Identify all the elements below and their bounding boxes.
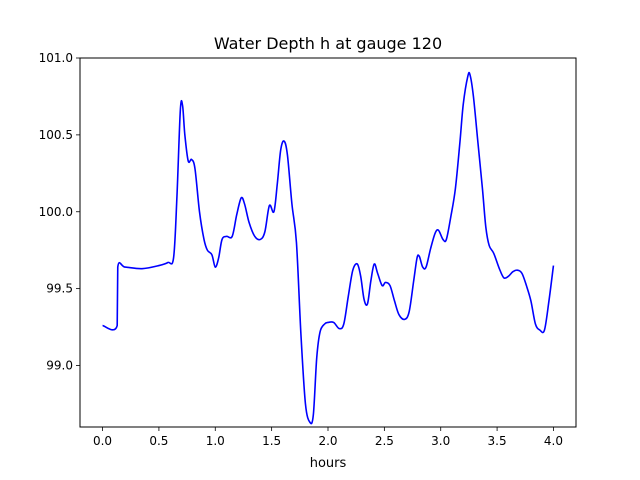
x-tick-label: 1.5: [262, 434, 281, 448]
x-tick-label: 2.5: [375, 434, 394, 448]
axis-ticks: 0.0 0.5 1.0 1.5 2.0 2.5 3.0 3.5 4.0 99.0 99.5 100.0…: [39, 51, 563, 448]
x-tick-label: 2.0: [318, 434, 337, 448]
x-tick-label: 3.0: [431, 434, 450, 448]
x-tick-label: 1.0: [206, 434, 225, 448]
series-line: [102, 71, 555, 425]
x-tick-label: 0.0: [93, 434, 112, 448]
x-axis-label: hours: [310, 456, 347, 471]
x-tick-label: 3.5: [488, 434, 507, 448]
y-tick-label: 100.5: [39, 128, 73, 142]
plot-area: [102, 71, 555, 425]
y-tick-label: 99.5: [46, 282, 73, 296]
axes-frame: [79, 57, 577, 428]
x-tick-label: 4.0: [544, 434, 563, 448]
y-tick-label: 99.0: [46, 359, 73, 373]
y-tick-label: 100.0: [39, 205, 73, 219]
x-tick-label: 0.5: [149, 434, 168, 448]
y-tick-label: 101.0: [39, 51, 73, 65]
chart-title: Water Depth h at gauge 120: [214, 34, 442, 53]
